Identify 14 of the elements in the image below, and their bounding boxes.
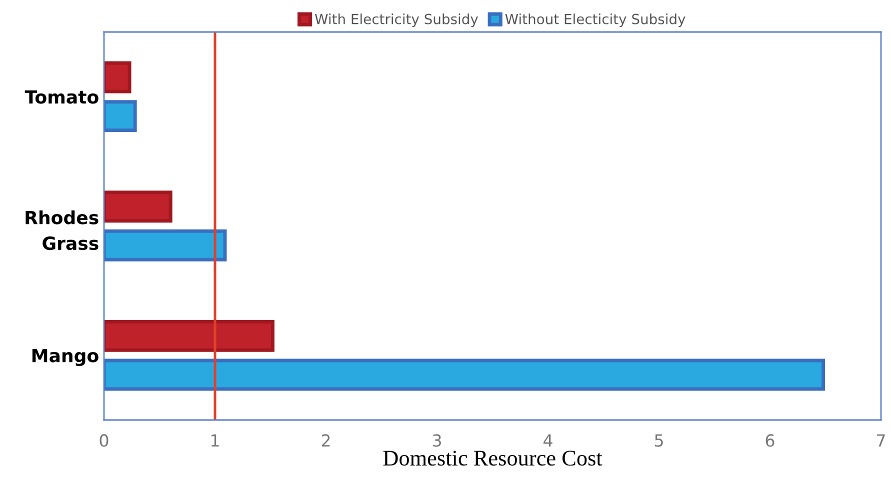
- x-tick-label: 5: [654, 434, 663, 447]
- x-tick-label: 3: [432, 434, 441, 447]
- y-tick-label: Tomato: [24, 90, 98, 104]
- x-tick-label: 7: [877, 434, 885, 447]
- legend-label: Without Electicity Subsidy: [505, 14, 686, 27]
- x-tick-label: 6: [766, 434, 774, 447]
- x-axis-title: Domestic Resource Cost: [383, 450, 602, 466]
- x-tick-label: 1: [212, 434, 219, 447]
- x-tick-label: 4: [544, 434, 552, 447]
- x-tick-label: 0: [100, 434, 108, 447]
- y-tick-label: Rhodes Grass: [26, 210, 98, 250]
- y-tick-label: Mango: [32, 348, 98, 366]
- legend-label: With Electricity Subsidy: [314, 14, 478, 27]
- x-tick-label: 2: [322, 434, 330, 447]
